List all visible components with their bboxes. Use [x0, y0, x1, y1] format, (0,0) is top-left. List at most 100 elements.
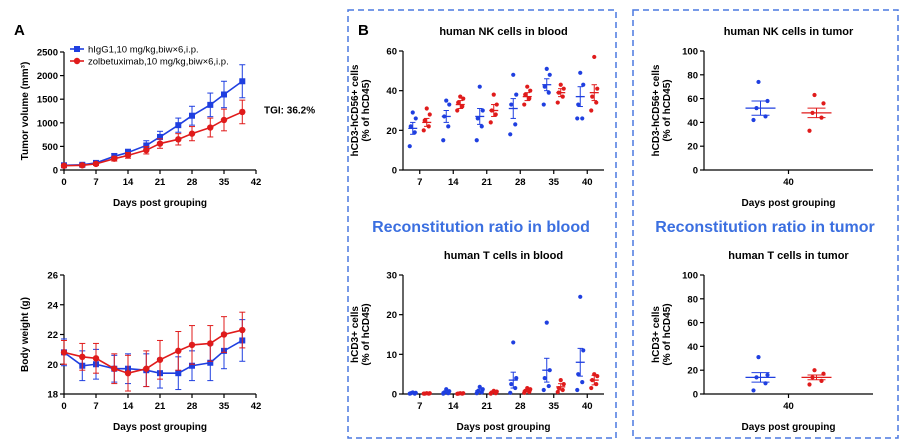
- weight-xlabel: Days post grouping: [113, 422, 207, 433]
- nk_blood-series-zolbetuximab-point: [555, 100, 560, 105]
- nk_blood-series-higg1-point: [541, 102, 546, 107]
- t_blood-series-higg1-point: [514, 376, 519, 381]
- t_blood-ytick-label: 30: [386, 271, 397, 282]
- nk_blood-series-higg1-point: [407, 144, 412, 149]
- nk_blood-series-zolbetuximab-point: [427, 112, 432, 117]
- weight-series-zolbetuximab-marker-circle: [220, 331, 228, 338]
- tumor-legend-marker-square: [74, 46, 80, 52]
- nk_blood-series-higg1-point: [444, 98, 449, 103]
- t_blood-series-higg1-point: [444, 387, 449, 392]
- nk_blood-series-zolbetuximab-point: [460, 104, 465, 109]
- nk_blood-series-zolbetuximab-point: [594, 100, 599, 105]
- nk_tumor-series-higg1-point: [751, 117, 756, 123]
- nk_blood-series-zolbetuximab-point: [488, 120, 493, 125]
- nk_blood-series-higg1-point: [546, 90, 551, 95]
- nk_blood-series-higg1-point: [580, 116, 585, 121]
- nk_blood-ytick-label: 60: [386, 47, 397, 58]
- tumor-series-higg1-marker-square: [143, 142, 150, 149]
- tumor-xtick-label: 7: [93, 177, 98, 188]
- tumor-series-higg1-marker-square: [175, 122, 182, 129]
- nk_tumor-series-zolbetuximab-point: [807, 128, 812, 133]
- t_tumor-ylabel: hCD3+ cells(% of hCD45): [651, 303, 673, 365]
- tumor-xtick-label: 42: [251, 177, 262, 188]
- t_tumor-axes: [703, 275, 873, 395]
- nk_blood-series-zolbetuximab-point: [424, 106, 429, 111]
- nk_blood-series-zolbetuximab-point: [456, 100, 461, 105]
- t_blood-series-higg1-point: [541, 387, 546, 393]
- tumor-ytick-label: 0: [53, 166, 58, 177]
- weight-series-zolbetuximab-marker-circle: [175, 347, 182, 355]
- tumor-xtick-label: 35: [219, 177, 230, 188]
- t_tumor-ylabel-line: hCD3+ cells: [651, 306, 662, 363]
- nk_blood-series-zolbetuximab-point: [561, 86, 566, 91]
- t_blood-series-higg1-point: [544, 320, 549, 325]
- t_tumor-series-higg1-point: [765, 372, 770, 378]
- nk_blood-series-zolbetuximab-point: [592, 54, 597, 60]
- nk_blood-series-higg1-point: [508, 132, 513, 137]
- nk_blood-xtick-label: 35: [548, 177, 559, 188]
- nk_blood-series-zolbetuximab-point: [491, 92, 496, 97]
- nk_blood-series-higg1-point: [479, 124, 484, 129]
- tumor-series-higg1-marker-square: [157, 133, 163, 140]
- nk_blood-series-zolbetuximab-point: [493, 112, 498, 117]
- nk_tumor-ylabel-line: (% of hCD45): [662, 79, 673, 141]
- nk_blood-xtick-label: 40: [582, 177, 593, 188]
- t_tumor-ytick-label: 80: [687, 294, 698, 305]
- nk_blood-series-zolbetuximab-point: [458, 94, 463, 99]
- t_blood-title: human T cells in blood: [444, 250, 563, 262]
- weight-ylabel-line: Body weight (g): [20, 297, 31, 372]
- tumor-axes: [63, 52, 256, 171]
- t_tumor-ylabel-line: (% of hCD45): [662, 303, 673, 365]
- nk_blood-series-zolbetuximab-point: [455, 108, 460, 113]
- nk_blood-ylabel: hCD3-hCD56+ cells(% of hCD45): [350, 64, 372, 156]
- reconstitution-blood-label: Reconstitution ratio in blood: [372, 219, 590, 236]
- nk_blood-xtick-label: 7: [417, 177, 422, 188]
- nk_blood-series-zolbetuximab-point: [525, 84, 530, 89]
- nk_blood-ylabel-line: (% of hCD45): [361, 79, 372, 141]
- tumor-series-zolbetuximab-marker-circle: [239, 108, 246, 116]
- weight-xtick-label: 28: [187, 401, 198, 412]
- tumor-annotation: TGI: 36.2%: [264, 105, 315, 116]
- nk_blood-series-zolbetuximab-point: [421, 128, 426, 133]
- nk_blood-series-zolbetuximab-point: [558, 82, 563, 87]
- nk_blood-series-zolbetuximab-point: [461, 96, 466, 101]
- t_tumor-series-higg1-point: [756, 355, 761, 360]
- nk_blood-series-higg1-point: [575, 116, 580, 121]
- tumor-series-zolbetuximab-line: [63, 111, 243, 167]
- t_blood-series-zolbetuximab-point: [594, 381, 599, 387]
- weight-xtick-label: 0: [61, 401, 66, 412]
- nk_tumor-title: human NK cells in tumor: [724, 26, 854, 38]
- panel-letter-b: B: [358, 22, 369, 39]
- tumor-xtick-label: 28: [187, 177, 198, 188]
- t_blood-xtick-label: 21: [481, 401, 492, 412]
- tumor-series-higg1-marker-square: [221, 91, 227, 98]
- tumor-series-higg1-line: [63, 80, 243, 167]
- t_blood-series-zolbetuximab-point: [555, 389, 560, 395]
- tumor-series-zolbetuximab-marker-circle: [79, 162, 86, 169]
- tumor-ytick-label: 1500: [37, 95, 58, 106]
- nk_blood-series-higg1-point: [509, 102, 514, 107]
- t_blood-series-higg1-point: [511, 340, 516, 345]
- t_blood-series-higg1-point: [546, 383, 551, 389]
- tumor-series-zolbetuximab-marker-circle: [220, 116, 228, 124]
- weight-series-higg1-marker-square: [175, 370, 182, 377]
- panel-letter-a: A: [14, 22, 25, 39]
- tumor-series-zolbetuximab-marker-circle: [143, 146, 150, 154]
- t_blood-series-higg1-point: [509, 381, 514, 387]
- nk_tumor-ytick-label: 60: [687, 94, 698, 105]
- nk_blood-series-higg1-point: [547, 72, 552, 77]
- nk_blood-series-higg1-point: [408, 124, 413, 129]
- t_blood-series-higg1-point: [575, 387, 580, 393]
- weight-series-zolbetuximab-marker-circle: [60, 349, 68, 356]
- nk_blood-series-higg1-point: [412, 130, 417, 135]
- nk_blood-series-higg1-point: [480, 108, 485, 113]
- nk_blood-ylabel-line: hCD3-hCD56+ cells: [350, 64, 361, 156]
- t_blood-ylabel-line: (% of hCD45): [361, 303, 372, 365]
- weight-series-higg1-marker-square: [207, 359, 214, 366]
- t_blood-series-higg1-point: [477, 384, 482, 389]
- tumor-xtick-label: 14: [123, 177, 134, 188]
- tumor-series-zolbetuximab-marker-circle: [175, 136, 182, 143]
- nk_blood-series-higg1-point: [511, 72, 516, 77]
- weight-series-zolbetuximab-marker-circle: [156, 356, 164, 363]
